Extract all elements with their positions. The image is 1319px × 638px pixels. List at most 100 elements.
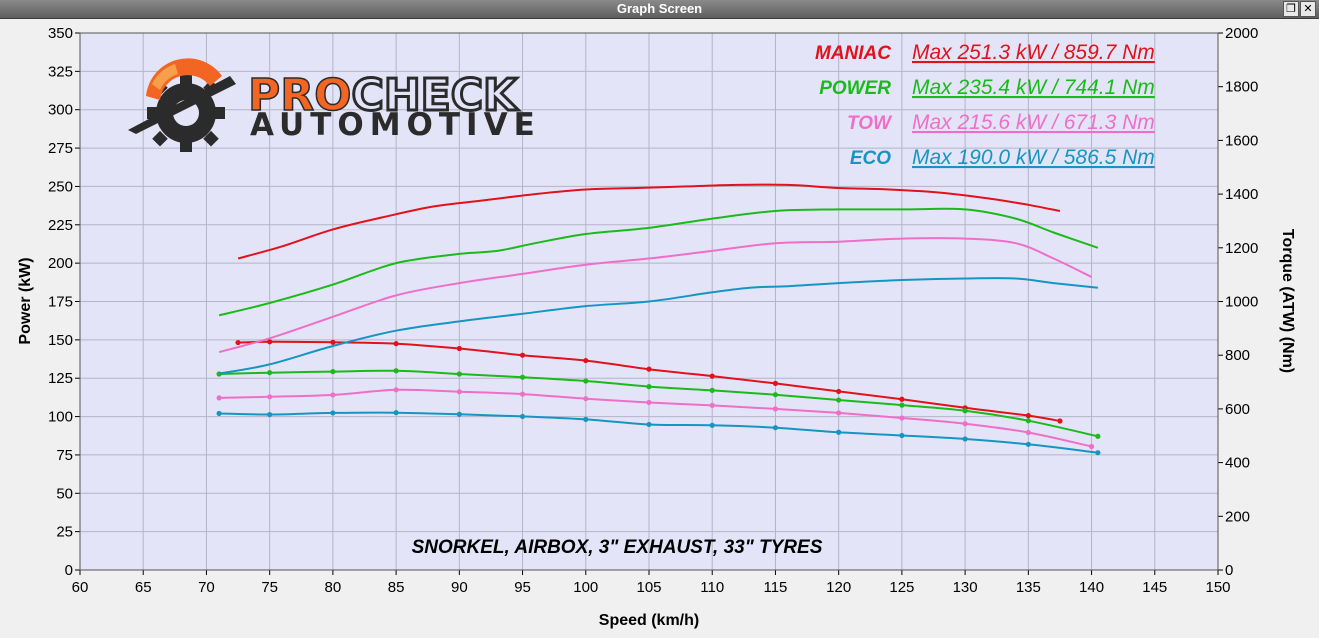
torque-point-power (519, 374, 526, 380)
torque-point-maniac (330, 339, 336, 345)
torque-point-power (393, 368, 399, 374)
x-tick-label: 80 (325, 579, 342, 596)
logo-text-check: CHECK (352, 70, 519, 121)
torque-point-eco (1095, 450, 1101, 456)
y-tick-label: 50 (56, 485, 73, 502)
title-bar: Graph Screen ❐ ✕ (0, 0, 1319, 19)
power-line-maniac (237, 183, 1061, 260)
torque-point-maniac (1025, 413, 1031, 419)
y-tick-label: 275 (48, 140, 73, 157)
x-axis-ticks: 60 65 70 75 80 85 90 95 100 105 110 115 120 125 130 135… (72, 570, 1231, 596)
power-line-power (218, 207, 1099, 317)
torque-point-tow (456, 389, 462, 395)
y-axis-label: Power (kW) (17, 257, 34, 344)
torque-point-eco (583, 416, 589, 422)
torque-point-maniac (1057, 418, 1063, 424)
torque-point-maniac (456, 345, 462, 352)
legend-name: ECO (850, 148, 891, 169)
torque-point-power (709, 387, 715, 393)
gear-icon (128, 58, 236, 152)
close-icon[interactable]: ✕ (1300, 1, 1316, 17)
y-tick-label: 350 (48, 25, 73, 42)
torque-point-maniac (393, 341, 399, 347)
torque-point-power (583, 378, 589, 384)
x-tick-label: 85 (388, 579, 405, 596)
torque-point-eco (456, 411, 462, 417)
y2-tick-label: 1400 (1225, 186, 1258, 203)
torque-point-eco (216, 410, 222, 417)
torque-point-eco (267, 411, 273, 418)
y2-tick-label: 1000 (1225, 294, 1258, 311)
torque-point-power (1095, 433, 1101, 439)
legend-name: TOW (847, 113, 893, 134)
legend: MANIAC Max 251.3 kW / 859.7 Nm POWER Max 23… (815, 41, 1155, 169)
plot-border (79, 32, 1219, 571)
dyno-chart: 60 65 70 75 80 85 90 95 100 105 110 115 120 125 130 135… (17, 25, 1296, 629)
torque-point-eco (646, 421, 652, 428)
torque-point-tow (962, 421, 968, 427)
torque-point-tow (709, 402, 715, 409)
x-tick-label: 125 (889, 579, 914, 596)
torque-point-eco (1025, 441, 1031, 447)
torque-point-power (330, 368, 336, 375)
x-tick-label: 140 (1079, 579, 1104, 596)
torque-point-eco (393, 410, 399, 416)
x-tick-label: 135 (1016, 579, 1041, 596)
y-tick-label: 75 (56, 447, 73, 464)
torque-point-tow (216, 395, 222, 401)
torque-point-eco (330, 410, 336, 416)
x-tick-label: 120 (826, 579, 851, 596)
torque-point-tow (330, 392, 336, 398)
x-tick-label: 95 (514, 579, 531, 596)
procheck-logo: PROCHECK AUTOMOTIVE (128, 58, 541, 152)
y-tick-label: 225 (48, 217, 73, 234)
torque-point-maniac (836, 388, 842, 395)
torque-point-maniac (235, 339, 241, 346)
legend-value: Max 190.0 kW / 586.5 Nm (912, 146, 1155, 169)
torque-point-power (772, 392, 779, 398)
power-line-eco (218, 277, 1099, 375)
svg-text:PROCHECK: PROCHECK (248, 70, 519, 121)
torque-point-tow (393, 387, 399, 393)
logo-text-automotive: AUTOMOTIVE (250, 107, 541, 143)
torque-point-tow (899, 415, 905, 421)
x-tick-label: 100 (573, 579, 598, 596)
x-tick-label: 70 (198, 579, 215, 596)
window-title: Graph Screen (616, 1, 703, 16)
legend-name: POWER (819, 78, 891, 99)
y-tick-label: 150 (48, 332, 73, 349)
torque-point-maniac (772, 380, 779, 386)
x-tick-label: 115 (763, 579, 787, 596)
y-tick-label: 25 (56, 524, 73, 541)
y2-tick-label: 200 (1225, 508, 1250, 525)
y-tick-label: 250 (48, 178, 73, 195)
legend-value: Max 215.6 kW / 671.3 Nm (912, 111, 1155, 134)
y-tick-label: 100 (48, 409, 73, 426)
y-tick-label: 0 (65, 562, 73, 579)
torque-point-maniac (267, 339, 273, 345)
torque-point-eco (772, 425, 779, 431)
torque-point-eco (962, 436, 968, 442)
torque-point-eco (709, 422, 715, 428)
x-tick-label: 65 (135, 579, 152, 596)
restore-icon[interactable]: ❐ (1283, 1, 1299, 17)
torque-point-maniac (709, 373, 715, 379)
y2-tick-label: 1600 (1225, 132, 1258, 149)
y-tick-label: 325 (48, 63, 73, 80)
x-axis-label: Speed (km/h) (599, 612, 699, 629)
legend-name: MANIAC (815, 43, 891, 64)
y-tick-label: 175 (48, 294, 73, 311)
torque-point-maniac (519, 352, 526, 358)
y2-tick-label: 800 (1225, 347, 1250, 364)
torque-point-tow (583, 396, 589, 402)
torque-point-eco (519, 413, 526, 420)
x-tick-label: 90 (451, 579, 468, 596)
power-line-tow (218, 237, 1093, 354)
torque-point-power (899, 402, 905, 408)
y2-tick-label: 400 (1225, 455, 1250, 472)
torque-point-power (267, 370, 273, 376)
torque-point-power (646, 384, 652, 390)
torque-point-power (1025, 418, 1031, 424)
torque-point-tow (772, 406, 779, 412)
